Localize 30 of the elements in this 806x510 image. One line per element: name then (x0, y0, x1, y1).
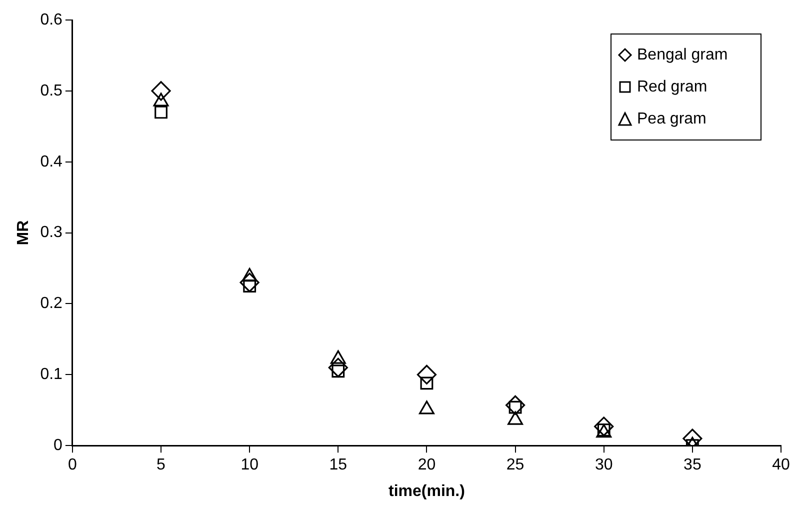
point (420, 376, 434, 390)
point (151, 81, 171, 101)
point (594, 416, 614, 436)
y-tick-label: 0.1 (40, 366, 63, 384)
x-tick-label: 40 (772, 456, 790, 474)
x-tick-label: 35 (684, 456, 702, 474)
x-tick-label: 10 (240, 456, 259, 474)
x-axis-title: time(min.) (388, 482, 465, 500)
x-tick-label: 15 (329, 456, 348, 474)
point (416, 364, 437, 384)
x-tick-label: 30 (594, 456, 613, 474)
point (505, 395, 526, 415)
point (240, 272, 260, 292)
y-tick-label: 0 (54, 437, 63, 454)
y-tick-label: 0.4 (40, 153, 63, 170)
x-tick-label: 0 (68, 456, 77, 474)
y-tick-label: 0.3 (40, 224, 63, 242)
point (328, 358, 348, 378)
y-tick-label: 0.5 (40, 82, 63, 100)
legend-label: Pea gram (637, 110, 706, 128)
y-tick-label: 0.6 (40, 11, 63, 28)
x-tick-label: 25 (506, 456, 524, 474)
legend-label: Red gram (637, 78, 708, 96)
x-tick-label: 5 (156, 456, 166, 474)
y-axis-title: MR (15, 220, 32, 246)
x-tick-label: 20 (418, 456, 436, 474)
y-tick-label: 0.2 (40, 295, 63, 312)
point (682, 428, 702, 446)
legend-label: Bengal gram (637, 46, 728, 64)
point (154, 106, 168, 119)
